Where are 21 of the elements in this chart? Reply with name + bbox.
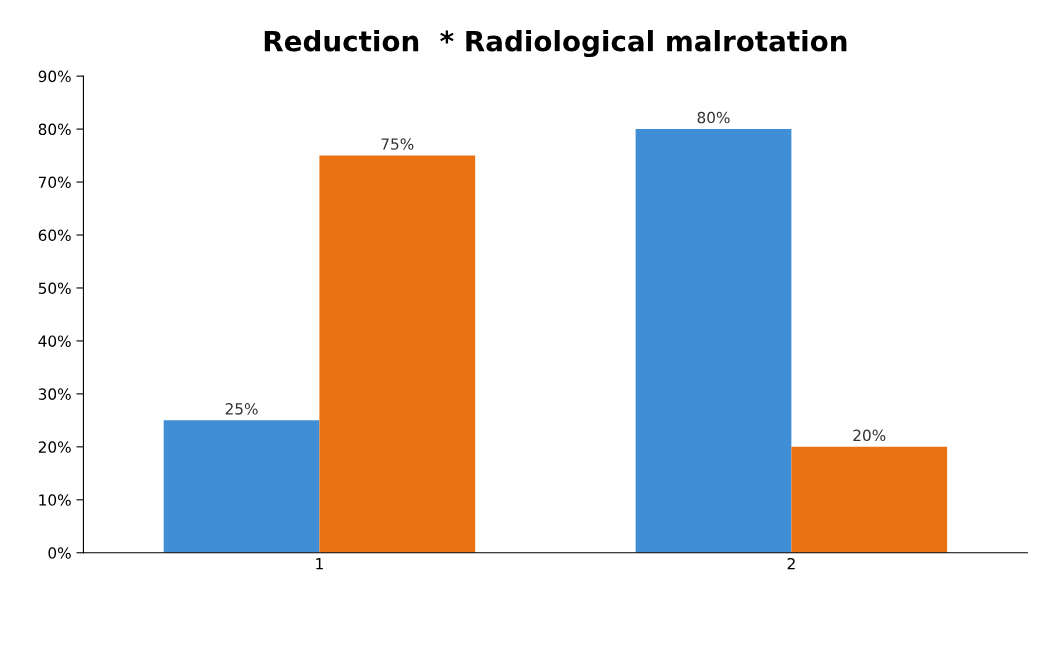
y-tick-label: 30% — [38, 388, 71, 400]
y-tick-label: 40% — [38, 335, 71, 347]
data-label: 25% — [225, 403, 258, 415]
data-label: 75% — [381, 138, 414, 150]
y-tick-label: 60% — [38, 229, 71, 242]
bar — [163, 420, 320, 553]
x-tick-label: 1 — [316, 558, 323, 570]
x-tick-label: 2 — [787, 557, 795, 570]
y-tick-label: 80% — [38, 123, 71, 136]
y-tick-label: 70% — [38, 176, 71, 189]
data-label: 80% — [697, 111, 730, 124]
data-label: 20% — [853, 429, 886, 442]
bar — [791, 446, 948, 553]
y-tick-label: 50% — [38, 282, 71, 294]
y-tick-label: 10% — [39, 494, 71, 506]
chart-title: Reduction * Radiological malrotation — [264, 30, 847, 58]
y-tick-label: 20% — [38, 441, 71, 453]
y-tick-label: 90% — [38, 70, 71, 83]
bar — [635, 129, 792, 553]
y-tick-label: 0% — [48, 547, 71, 559]
bar — [319, 155, 476, 553]
